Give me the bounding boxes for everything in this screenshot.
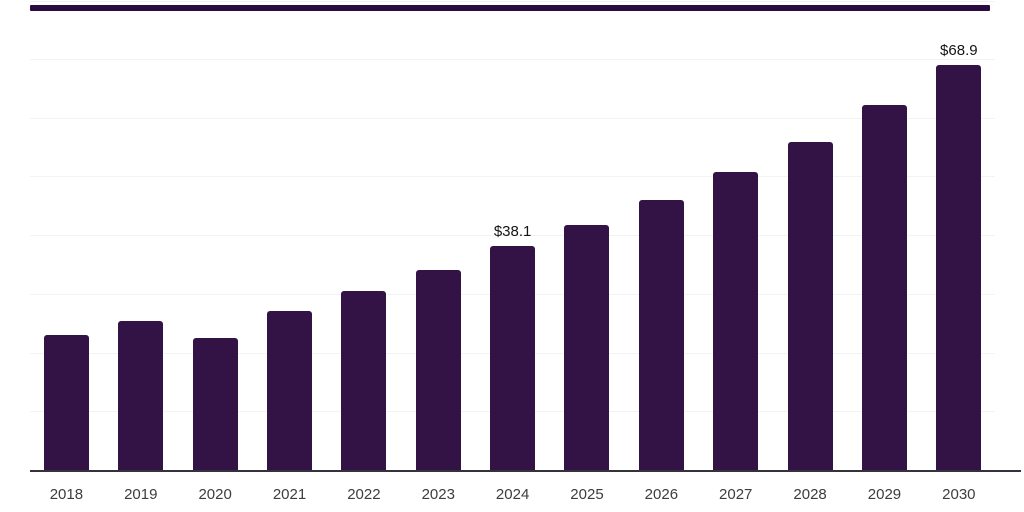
- bar-2026[interactable]: [638, 199, 684, 470]
- bar-2021[interactable]: [267, 310, 312, 470]
- bar-2029[interactable]: [861, 105, 907, 470]
- x-tick-2028: 2028: [793, 486, 827, 503]
- scrollbar-strip[interactable]: [30, 5, 990, 11]
- gridline: [30, 1, 995, 2]
- bar-2028[interactable]: [787, 141, 833, 470]
- x-tick-2027: 2027: [719, 486, 753, 503]
- bar-2018[interactable]: [43, 335, 89, 470]
- gridline: [30, 235, 995, 236]
- x-tick-2022: 2022: [347, 486, 381, 503]
- gridline: [30, 176, 995, 177]
- x-tick-2024: 2024: [495, 486, 530, 503]
- bar-2022[interactable]: [341, 291, 387, 470]
- x-tick-2025: 2025: [570, 486, 604, 503]
- x-tick-2026: 2026: [644, 486, 679, 503]
- x-tick-2018: 2018: [49, 486, 84, 503]
- x-tick-2020: 2020: [198, 486, 232, 503]
- value-label-2030: $68.9: [940, 42, 978, 60]
- x-tick-2023: 2023: [421, 486, 455, 503]
- gridline: [30, 118, 995, 119]
- bar-2025[interactable]: [564, 225, 610, 470]
- value-label-2024: $38.1: [493, 223, 532, 241]
- bar-2020[interactable]: [192, 338, 238, 470]
- x-tick-2029: 2029: [867, 486, 902, 503]
- x-axis-line: [30, 470, 1021, 472]
- bar-2030[interactable]: [936, 65, 982, 470]
- x-tick-2019: 2019: [124, 486, 158, 503]
- bar-2027[interactable]: [713, 172, 759, 470]
- gridline: [30, 59, 995, 60]
- bar-2019[interactable]: [118, 320, 164, 470]
- x-tick-2021: 2021: [272, 486, 307, 503]
- bar-2023[interactable]: [415, 270, 461, 470]
- x-tick-2030: 2030: [942, 486, 976, 503]
- bar-2024[interactable]: [490, 246, 536, 470]
